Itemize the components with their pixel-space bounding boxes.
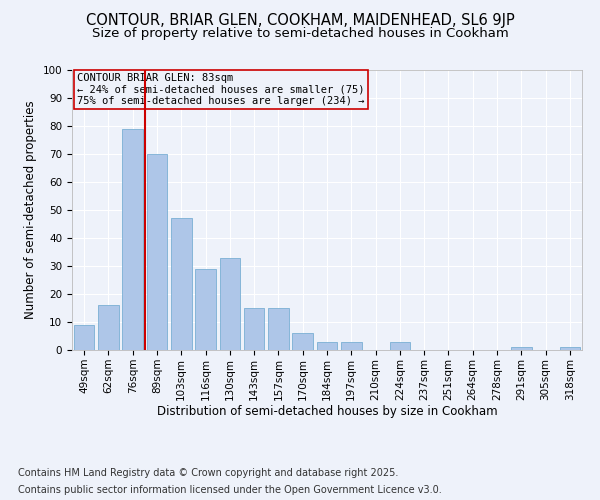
Bar: [560, 347, 580, 350]
Bar: [74, 325, 94, 350]
Y-axis label: Number of semi-detached properties: Number of semi-detached properties: [24, 100, 37, 320]
Bar: [244, 308, 265, 350]
Bar: [195, 269, 216, 350]
Text: Contains public sector information licensed under the Open Government Licence v3: Contains public sector information licen…: [18, 485, 442, 495]
Text: CONTOUR, BRIAR GLEN, COOKHAM, MAIDENHEAD, SL6 9JP: CONTOUR, BRIAR GLEN, COOKHAM, MAIDENHEAD…: [86, 12, 514, 28]
Bar: [122, 129, 143, 350]
Bar: [389, 342, 410, 350]
Text: Size of property relative to semi-detached houses in Cookham: Size of property relative to semi-detach…: [92, 28, 508, 40]
Bar: [292, 333, 313, 350]
Bar: [341, 342, 362, 350]
Bar: [98, 305, 119, 350]
Bar: [220, 258, 240, 350]
Text: CONTOUR BRIAR GLEN: 83sqm
← 24% of semi-detached houses are smaller (75)
75% of : CONTOUR BRIAR GLEN: 83sqm ← 24% of semi-…: [77, 73, 365, 106]
Bar: [146, 154, 167, 350]
Bar: [317, 342, 337, 350]
Bar: [268, 308, 289, 350]
X-axis label: Distribution of semi-detached houses by size in Cookham: Distribution of semi-detached houses by …: [157, 406, 497, 418]
Text: Contains HM Land Registry data © Crown copyright and database right 2025.: Contains HM Land Registry data © Crown c…: [18, 468, 398, 477]
Bar: [171, 218, 191, 350]
Bar: [511, 347, 532, 350]
